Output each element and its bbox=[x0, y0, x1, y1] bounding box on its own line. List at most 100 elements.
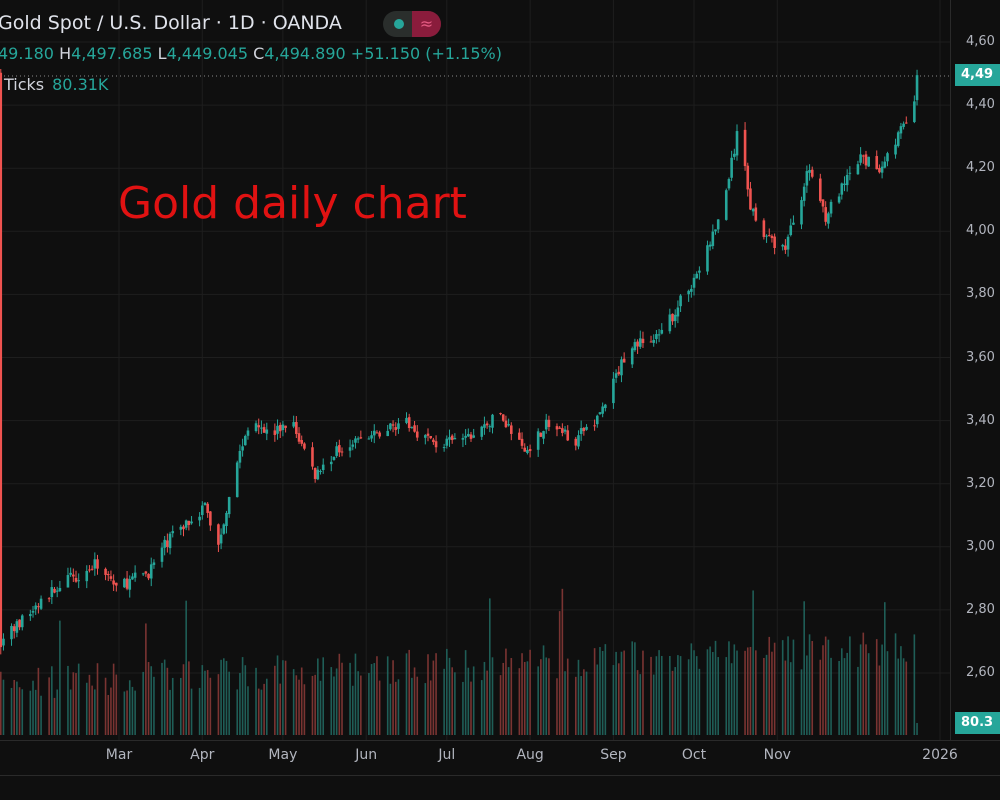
candle-body bbox=[77, 580, 80, 582]
candle-body bbox=[276, 425, 279, 434]
volume-bar bbox=[351, 685, 354, 735]
chart-annotation: Gold daily chart bbox=[118, 178, 467, 229]
volume-bar bbox=[650, 656, 652, 735]
candle-body bbox=[749, 188, 752, 210]
volume-bar bbox=[486, 670, 488, 735]
candle bbox=[655, 330, 658, 344]
candle-body bbox=[714, 229, 717, 232]
candle bbox=[845, 169, 849, 192]
volume-bar bbox=[298, 679, 300, 735]
volume-bar bbox=[636, 670, 639, 735]
candle bbox=[450, 434, 454, 444]
candle bbox=[469, 431, 473, 442]
volume-bar bbox=[730, 663, 733, 735]
candle bbox=[303, 442, 306, 451]
candle-body bbox=[867, 156, 870, 167]
candle-body bbox=[88, 569, 91, 571]
candle bbox=[313, 467, 317, 483]
volume-bar bbox=[585, 671, 588, 735]
volume-bar bbox=[257, 688, 260, 735]
candle-body bbox=[225, 512, 228, 527]
volume-bar bbox=[435, 653, 437, 735]
candle-body bbox=[391, 424, 395, 426]
volume-bar bbox=[604, 644, 607, 735]
candle bbox=[292, 415, 295, 429]
candle-body bbox=[222, 524, 226, 534]
candle-body bbox=[426, 433, 430, 436]
volume-bar bbox=[59, 620, 61, 735]
time-axis[interactable] bbox=[0, 740, 1000, 777]
candle bbox=[542, 430, 545, 445]
volume-bar bbox=[577, 659, 580, 735]
candle bbox=[198, 512, 201, 527]
candle-body bbox=[542, 431, 545, 439]
candle-body bbox=[469, 434, 473, 439]
volume-bar bbox=[209, 677, 212, 735]
candle bbox=[372, 424, 376, 444]
candle bbox=[209, 511, 212, 531]
symbol-title[interactable]: Gold Spot / U.S. Dollar · 1D · OANDA bbox=[0, 12, 342, 34]
volume-bar bbox=[34, 689, 37, 735]
volume-bar bbox=[505, 648, 507, 735]
candle-body bbox=[37, 606, 40, 608]
candle-body bbox=[499, 413, 502, 415]
volume-bar bbox=[206, 670, 209, 735]
candle-body bbox=[711, 231, 715, 246]
candle-body bbox=[856, 164, 860, 175]
candle bbox=[276, 419, 279, 440]
candle bbox=[235, 460, 239, 498]
candle-body bbox=[792, 222, 795, 225]
candle bbox=[241, 438, 244, 457]
volume-bar bbox=[502, 662, 505, 735]
candle bbox=[526, 446, 529, 455]
candle-body bbox=[125, 578, 129, 589]
volume-bar bbox=[443, 668, 445, 735]
volume-bar bbox=[808, 634, 811, 735]
volume-bar bbox=[709, 646, 711, 735]
candle-body bbox=[472, 435, 475, 438]
candle bbox=[467, 428, 470, 438]
volume-bar bbox=[338, 653, 341, 735]
candle-body bbox=[894, 144, 897, 155]
candle-body bbox=[265, 429, 269, 434]
candle-body bbox=[786, 236, 790, 250]
ticks-value: 80.31K bbox=[52, 75, 109, 94]
candle bbox=[123, 577, 126, 588]
candle-body bbox=[630, 348, 634, 365]
candle-body bbox=[217, 524, 220, 545]
candle bbox=[88, 565, 91, 573]
volume-bar bbox=[185, 600, 187, 735]
candle-body bbox=[526, 450, 529, 453]
volume-bar bbox=[292, 669, 295, 735]
candle bbox=[824, 201, 827, 226]
candle-body bbox=[604, 404, 607, 409]
candle bbox=[483, 416, 486, 435]
candle-body bbox=[585, 426, 588, 430]
volume-bar bbox=[161, 662, 163, 735]
candle bbox=[31, 605, 35, 618]
candle-body bbox=[859, 154, 862, 163]
volume-bar bbox=[789, 662, 792, 735]
candle bbox=[859, 147, 862, 166]
candle bbox=[829, 199, 833, 218]
volume-bar bbox=[378, 680, 381, 735]
volume-bar bbox=[360, 675, 362, 735]
volume-bar bbox=[693, 650, 695, 735]
price-chart[interactable] bbox=[0, 0, 950, 740]
candle bbox=[904, 116, 908, 124]
volume-bar bbox=[857, 666, 859, 735]
candle bbox=[160, 542, 164, 568]
candle-body bbox=[716, 219, 720, 230]
candle bbox=[856, 160, 860, 175]
candle bbox=[485, 421, 489, 429]
candle-body bbox=[915, 75, 919, 101]
market-status-pill[interactable]: ≈ bbox=[383, 11, 441, 37]
high-label: H bbox=[59, 44, 72, 63]
candle-body bbox=[824, 207, 827, 222]
y-tick-label: 4,00 bbox=[966, 223, 995, 239]
price-axis[interactable] bbox=[950, 0, 1000, 740]
candle-body bbox=[243, 435, 247, 446]
candle bbox=[397, 418, 400, 434]
candle bbox=[765, 234, 768, 243]
candle bbox=[894, 138, 897, 159]
